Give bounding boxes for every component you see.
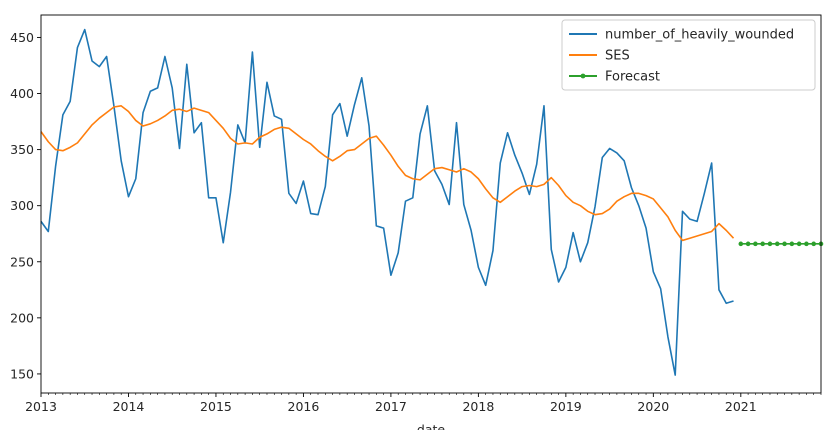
legend-box bbox=[561, 19, 816, 91]
y-tick-label: 400 bbox=[10, 86, 34, 101]
x-tick-label: 2019 bbox=[550, 399, 582, 414]
y-tick-label: 350 bbox=[10, 142, 34, 157]
x-tick-label: 2018 bbox=[462, 399, 494, 414]
x-tick-label: 2016 bbox=[288, 399, 320, 414]
y-tick-label: 300 bbox=[10, 198, 34, 213]
x-tick-label: 2017 bbox=[375, 399, 407, 414]
y-tick-label: 450 bbox=[10, 30, 34, 45]
series-layer bbox=[40, 28, 824, 376]
plot-frame bbox=[40, 14, 822, 394]
x-tick-label: 2013 bbox=[25, 399, 57, 414]
forecast-point bbox=[789, 241, 795, 247]
forecast-point bbox=[767, 241, 773, 247]
x-tick-label: 2020 bbox=[637, 399, 669, 414]
x-tick-label: 2014 bbox=[113, 399, 145, 414]
series-line-0 bbox=[40, 28, 734, 376]
forecast-point bbox=[774, 241, 780, 247]
forecast-point bbox=[760, 241, 765, 247]
x-tick-label: 2015 bbox=[200, 399, 232, 414]
series-line-1 bbox=[40, 105, 735, 242]
x-axis: 2013 2014 2015 2016 2017 2018 2019 2020 2021 bbox=[25, 393, 822, 414]
y-tick-label: 150 bbox=[10, 366, 34, 381]
forecast-point bbox=[796, 241, 802, 247]
y-tick-label: 250 bbox=[10, 254, 34, 269]
y-axis: 150 200 250 300 350 400 450 bbox=[10, 30, 41, 381]
legend-label-series-1: SES bbox=[605, 49, 630, 64]
forecast-point bbox=[753, 241, 758, 247]
forecast-point bbox=[782, 241, 787, 247]
x-tick-label: 2021 bbox=[725, 399, 757, 414]
forecast-point bbox=[804, 241, 809, 247]
forecast-point bbox=[745, 241, 751, 247]
forecast-point bbox=[738, 241, 744, 247]
legend-marker-series-2 bbox=[580, 73, 586, 79]
legend: number_of_heavily_wounded SES Forecast bbox=[561, 19, 816, 91]
legend-label-series-2: Forecast bbox=[605, 70, 660, 85]
y-tick-label: 200 bbox=[10, 310, 34, 325]
forecast-point bbox=[811, 241, 817, 247]
legend-label-series-0: number_of_heavily_wounded bbox=[605, 28, 794, 43]
x-axis-label: date bbox=[417, 422, 445, 430]
